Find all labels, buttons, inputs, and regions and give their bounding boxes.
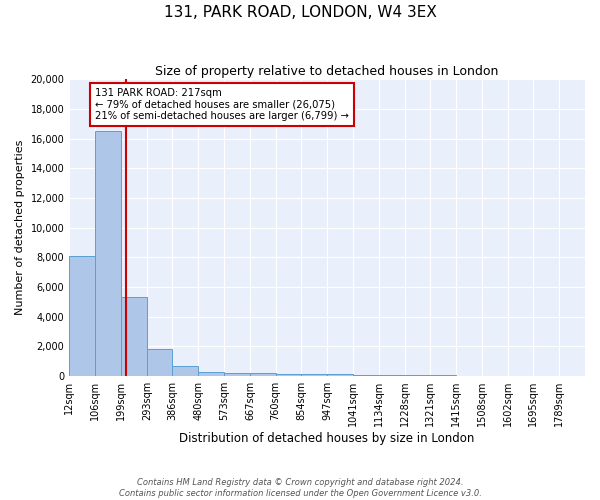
Bar — [327, 374, 353, 376]
Text: 131, PARK ROAD, LONDON, W4 3EX: 131, PARK ROAD, LONDON, W4 3EX — [164, 5, 436, 20]
Text: 131 PARK ROAD: 217sqm
← 79% of detached houses are smaller (26,075)
21% of semi-: 131 PARK ROAD: 217sqm ← 79% of detached … — [95, 88, 349, 122]
Title: Size of property relative to detached houses in London: Size of property relative to detached ho… — [155, 65, 499, 78]
Bar — [275, 374, 301, 376]
Bar — [301, 374, 327, 376]
Bar — [121, 298, 147, 376]
Bar — [353, 374, 379, 376]
Bar — [147, 348, 172, 376]
X-axis label: Distribution of detached houses by size in London: Distribution of detached houses by size … — [179, 432, 475, 445]
Bar — [95, 131, 121, 376]
Bar — [199, 372, 224, 376]
Text: Contains HM Land Registry data © Crown copyright and database right 2024.
Contai: Contains HM Land Registry data © Crown c… — [119, 478, 481, 498]
Bar — [69, 256, 95, 376]
Bar — [379, 375, 404, 376]
Bar — [250, 374, 275, 376]
Bar — [224, 372, 250, 376]
Y-axis label: Number of detached properties: Number of detached properties — [15, 140, 25, 316]
Bar — [172, 366, 199, 376]
